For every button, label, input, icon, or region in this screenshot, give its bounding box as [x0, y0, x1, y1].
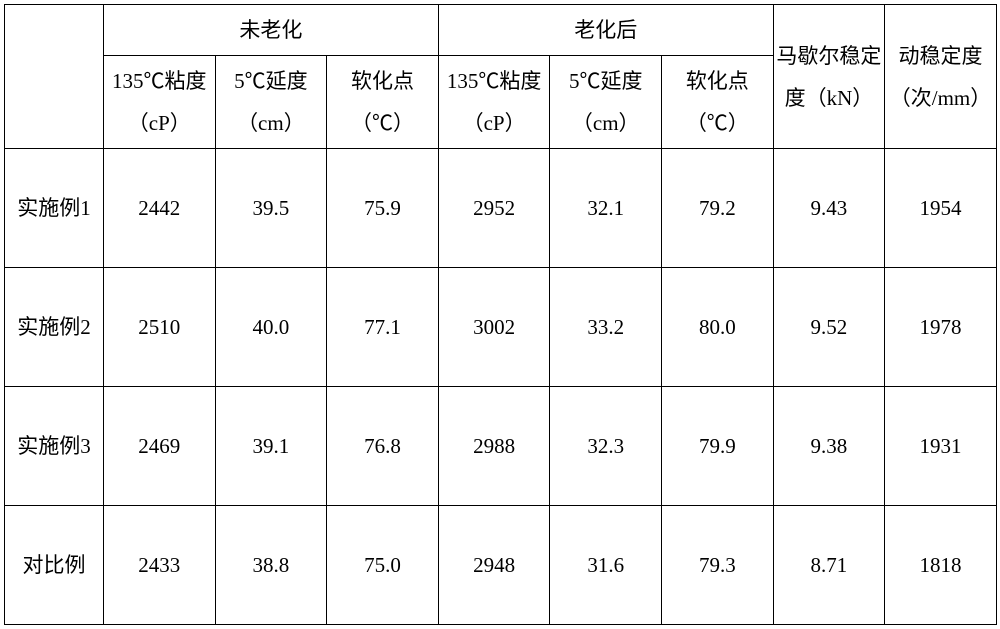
col-marshall-stability: 马歇尔稳定度（kN） [773, 5, 885, 149]
cell: 2442 [104, 149, 216, 268]
cell: 38.8 [215, 506, 327, 625]
header-row-1: 未老化 老化后 马歇尔稳定度（kN） 动稳定度（次/mm） [5, 5, 997, 56]
table-row: 实施例1 2442 39.5 75.9 2952 32.1 79.2 9.43 … [5, 149, 997, 268]
col-softening-before: 软化点（℃） [327, 56, 439, 149]
cell: 2988 [438, 387, 550, 506]
cell: 3002 [438, 268, 550, 387]
cell: 33.2 [550, 268, 662, 387]
col-ductility-5-after: 5℃延度（cm） [550, 56, 662, 149]
table-row: 实施例3 2469 39.1 76.8 2988 32.3 79.9 9.38 … [5, 387, 997, 506]
cell: 79.2 [662, 149, 774, 268]
group-before-aging: 未老化 [104, 5, 439, 56]
cell: 8.71 [773, 506, 885, 625]
row-label: 对比例 [5, 506, 104, 625]
row-label: 实施例1 [5, 149, 104, 268]
col-dynamic-stability: 动稳定度（次/mm） [885, 5, 997, 149]
cell: 9.52 [773, 268, 885, 387]
col-ductility-5-before: 5℃延度（cm） [215, 56, 327, 149]
table-row: 实施例2 2510 40.0 77.1 3002 33.2 80.0 9.52 … [5, 268, 997, 387]
cell: 79.3 [662, 506, 774, 625]
cell: 2433 [104, 506, 216, 625]
table-body: 实施例1 2442 39.5 75.9 2952 32.1 79.2 9.43 … [5, 149, 997, 625]
data-table: 未老化 老化后 马歇尔稳定度（kN） 动稳定度（次/mm） 135℃粘度（cP）… [4, 4, 997, 625]
cell: 31.6 [550, 506, 662, 625]
cell: 32.1 [550, 149, 662, 268]
cell: 1818 [885, 506, 997, 625]
cell: 75.0 [327, 506, 439, 625]
cell: 2952 [438, 149, 550, 268]
cell: 2948 [438, 506, 550, 625]
group-after-aging: 老化后 [438, 5, 773, 56]
cell: 39.5 [215, 149, 327, 268]
cell: 75.9 [327, 149, 439, 268]
corner-blank [5, 5, 104, 149]
cell: 2469 [104, 387, 216, 506]
cell: 2510 [104, 268, 216, 387]
col-viscosity-135-before: 135℃粘度（cP） [104, 56, 216, 149]
cell: 77.1 [327, 268, 439, 387]
cell: 1931 [885, 387, 997, 506]
table-head: 未老化 老化后 马歇尔稳定度（kN） 动稳定度（次/mm） 135℃粘度（cP）… [5, 5, 997, 149]
col-viscosity-135-after: 135℃粘度（cP） [438, 56, 550, 149]
cell: 1954 [885, 149, 997, 268]
cell: 80.0 [662, 268, 774, 387]
col-softening-after: 软化点（℃） [662, 56, 774, 149]
cell: 79.9 [662, 387, 774, 506]
row-label: 实施例3 [5, 387, 104, 506]
cell: 40.0 [215, 268, 327, 387]
table-container: 未老化 老化后 马歇尔稳定度（kN） 动稳定度（次/mm） 135℃粘度（cP）… [0, 0, 1000, 629]
cell: 1978 [885, 268, 997, 387]
cell: 9.43 [773, 149, 885, 268]
table-row: 对比例 2433 38.8 75.0 2948 31.6 79.3 8.71 1… [5, 506, 997, 625]
cell: 32.3 [550, 387, 662, 506]
cell: 9.38 [773, 387, 885, 506]
cell: 76.8 [327, 387, 439, 506]
row-label: 实施例2 [5, 268, 104, 387]
cell: 39.1 [215, 387, 327, 506]
